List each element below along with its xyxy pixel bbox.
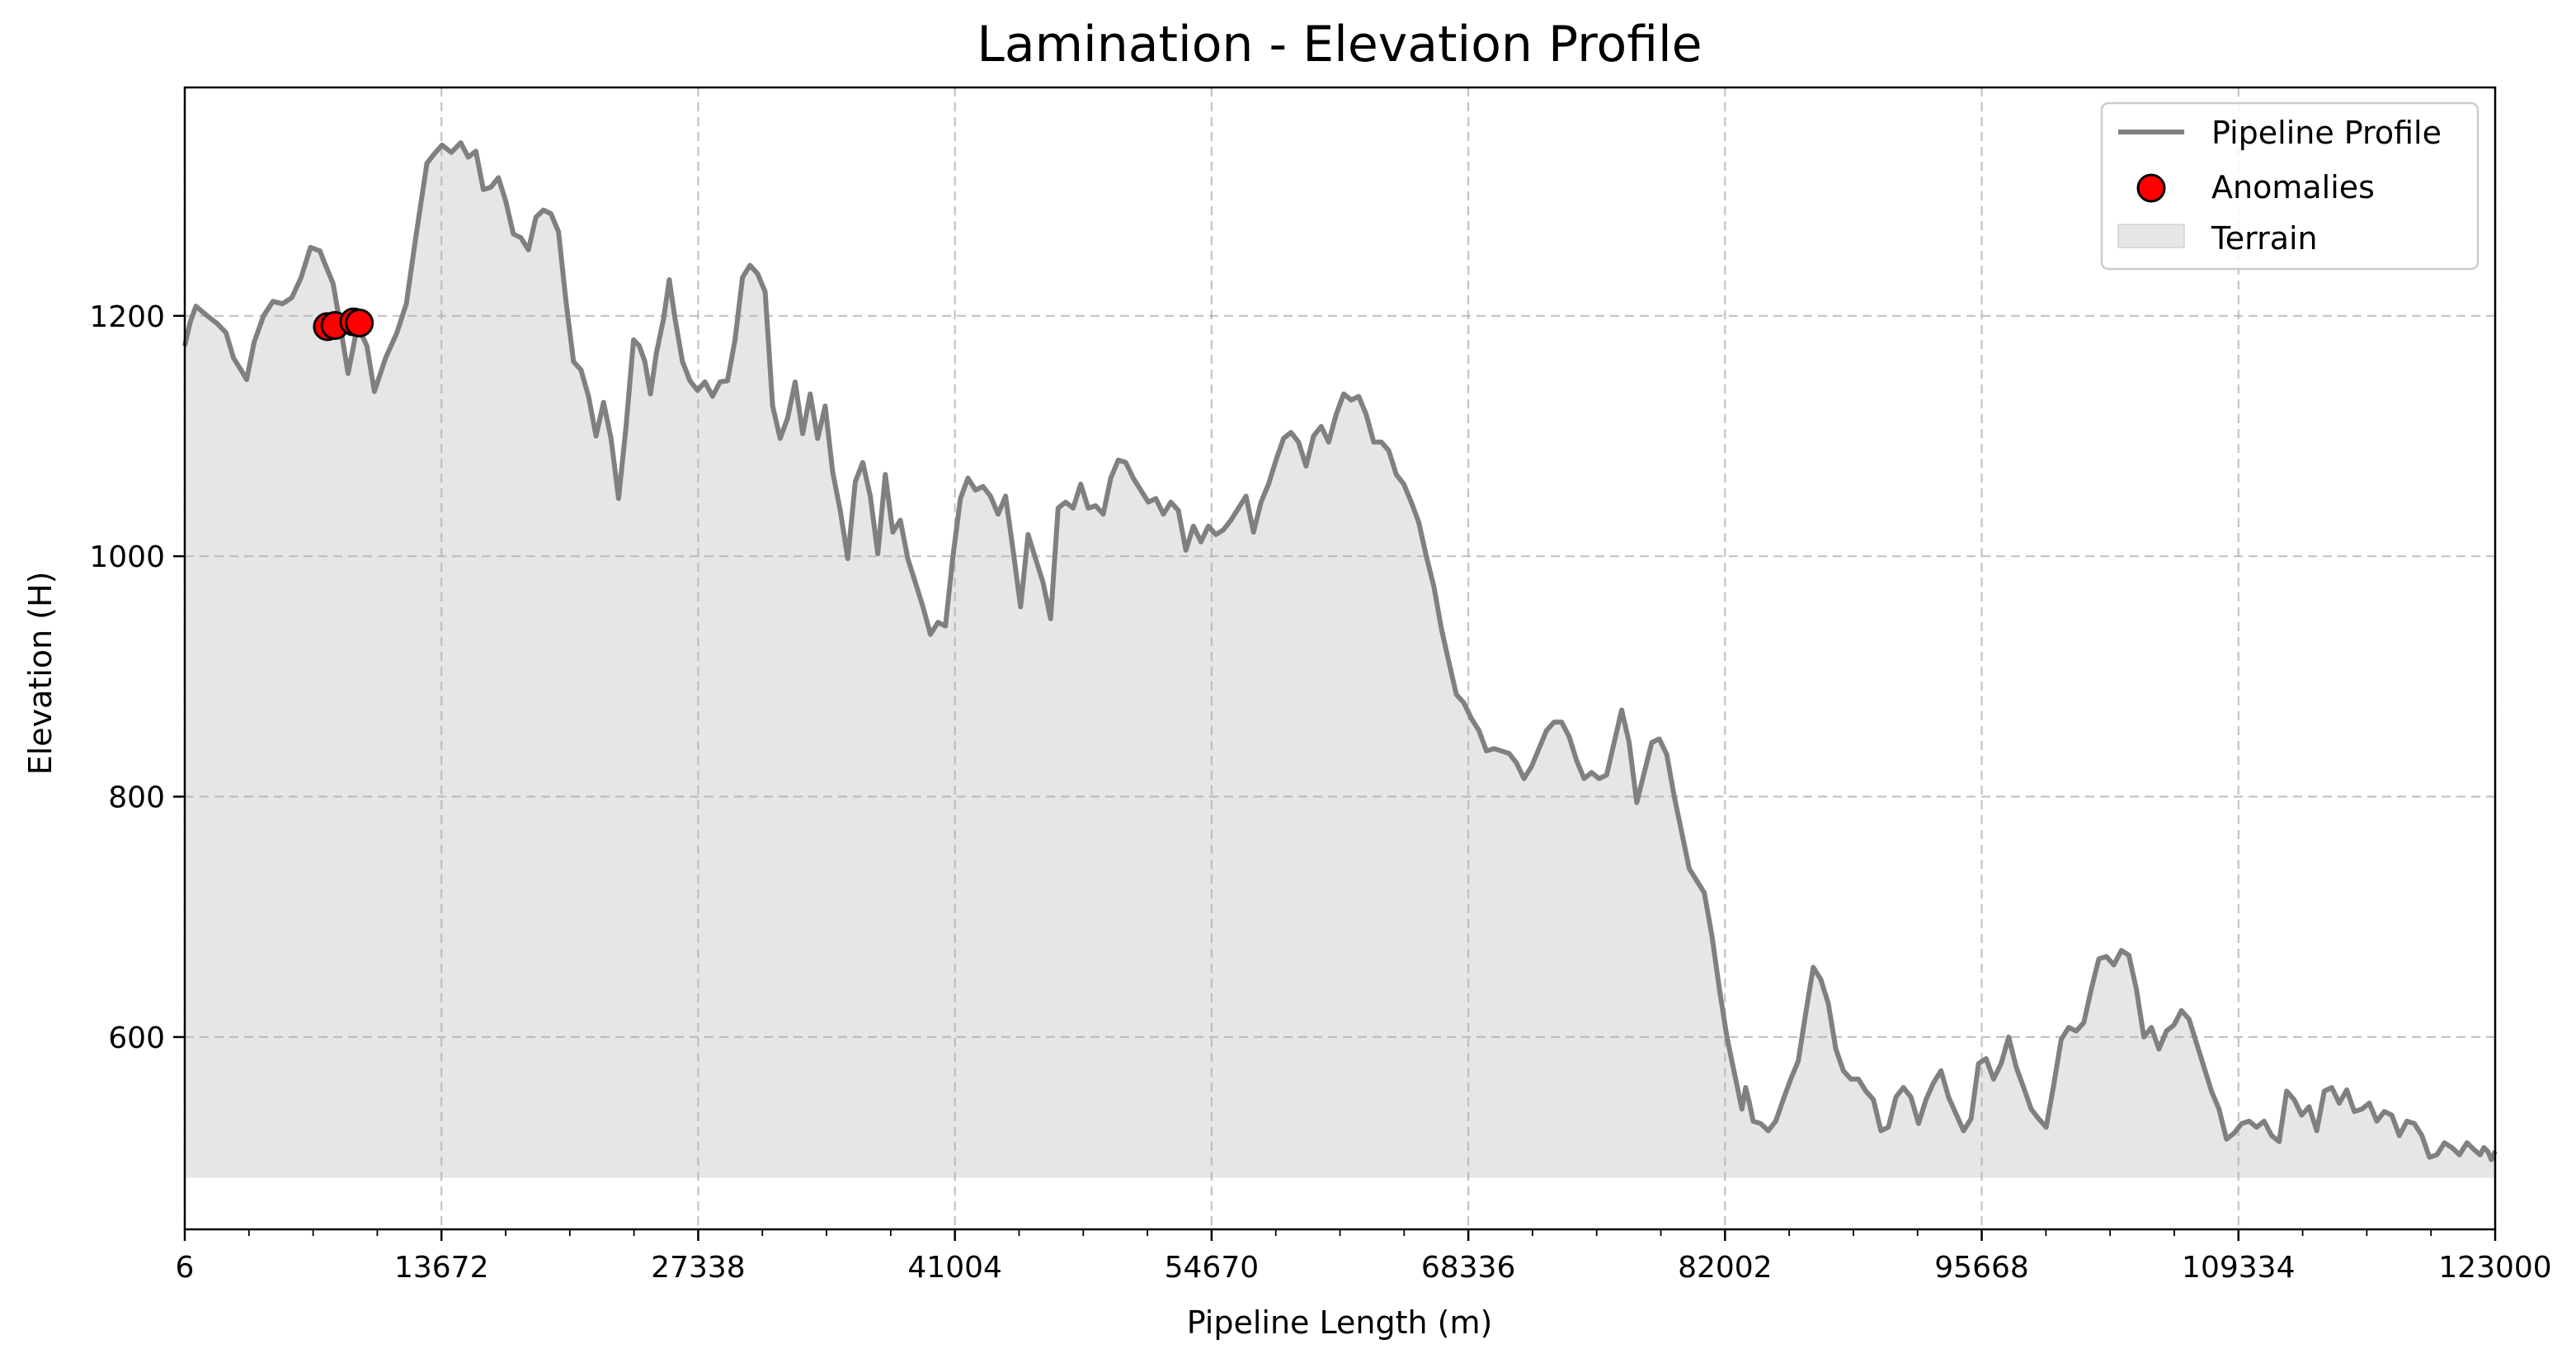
legend-label-profile: Pipeline Profile: [2211, 115, 2442, 151]
x-tick-label: 123000: [2438, 1251, 2551, 1285]
x-axis-label: Pipeline Length (m): [1187, 1304, 1493, 1341]
x-tick-label: 6: [176, 1251, 195, 1285]
y-tick-label: 1200: [89, 300, 165, 334]
legend-box: [2100, 101, 2479, 271]
pipeline-profile-line: [181, 140, 2498, 1163]
anomaly-point: [345, 309, 374, 338]
y-tick-label: 600: [108, 1021, 165, 1055]
legend: Pipeline Profile Anomalies Terrain: [2100, 101, 2479, 271]
legend-marker-swatch: [2136, 173, 2166, 203]
terrain-area: [184, 143, 2496, 1178]
y-axis-label: Elevation (H): [22, 572, 59, 776]
y-tick-label: 1000: [89, 540, 165, 574]
y-tick-label: 800: [108, 781, 165, 815]
chart-title: Lamination - Elevation Profile: [977, 16, 1702, 73]
x-tick-label: 82002: [1678, 1251, 1773, 1285]
legend-label-anomalies: Anomalies: [2211, 169, 2375, 205]
x-tick-label: 95668: [1934, 1251, 2029, 1285]
legend-area-swatch: [2117, 224, 2185, 248]
legend-label-terrain: Terrain: [2211, 220, 2318, 257]
x-tick-label: 54670: [1165, 1251, 1260, 1285]
plot-area: 6 13672 27338 41004 54670 68336 82002 95668 1093…: [89, 86, 2552, 1285]
x-tick-label: 13672: [394, 1251, 489, 1285]
x-tick-label: 68336: [1421, 1251, 1516, 1285]
x-tick-label: 109334: [2182, 1251, 2295, 1285]
x-tick-label: 41004: [907, 1251, 1002, 1285]
x-tick-label: 27338: [651, 1251, 746, 1285]
